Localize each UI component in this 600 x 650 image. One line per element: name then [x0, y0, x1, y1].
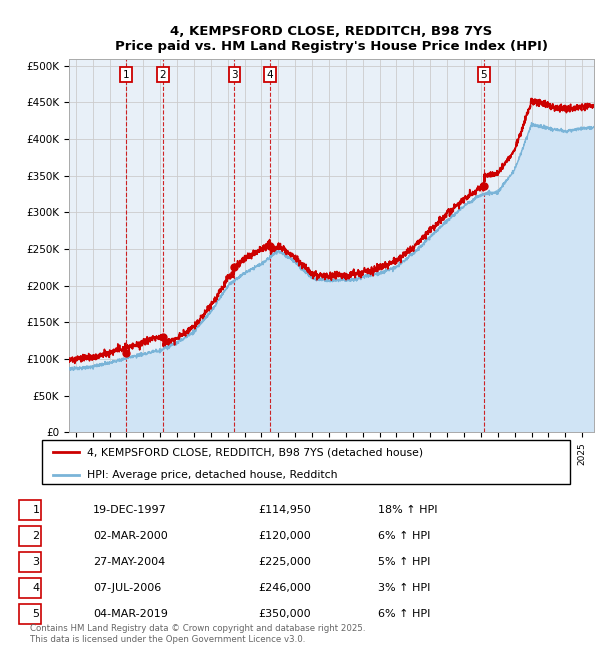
- Text: 19-DEC-1997: 19-DEC-1997: [93, 505, 167, 515]
- Text: £114,950: £114,950: [258, 505, 311, 515]
- Text: 6% ↑ HPI: 6% ↑ HPI: [378, 609, 430, 619]
- Text: 6% ↑ HPI: 6% ↑ HPI: [378, 531, 430, 541]
- Text: 1: 1: [122, 70, 129, 79]
- Text: 27-MAY-2004: 27-MAY-2004: [93, 557, 165, 567]
- Text: 3: 3: [231, 70, 238, 79]
- Text: 04-MAR-2019: 04-MAR-2019: [93, 609, 168, 619]
- Text: 3: 3: [32, 557, 40, 567]
- Text: 2: 2: [160, 70, 166, 79]
- Title: 4, KEMPSFORD CLOSE, REDDITCH, B98 7YS
Price paid vs. HM Land Registry's House Pr: 4, KEMPSFORD CLOSE, REDDITCH, B98 7YS Pr…: [115, 25, 548, 53]
- Text: 18% ↑ HPI: 18% ↑ HPI: [378, 505, 437, 515]
- Text: 2: 2: [32, 531, 40, 541]
- Text: 1: 1: [32, 505, 40, 515]
- FancyBboxPatch shape: [42, 440, 570, 484]
- Text: 02-MAR-2000: 02-MAR-2000: [93, 531, 168, 541]
- Text: 4, KEMPSFORD CLOSE, REDDITCH, B98 7YS (detached house): 4, KEMPSFORD CLOSE, REDDITCH, B98 7YS (d…: [87, 447, 423, 458]
- Text: 4: 4: [32, 583, 40, 593]
- Text: 3% ↑ HPI: 3% ↑ HPI: [378, 583, 430, 593]
- Text: 07-JUL-2006: 07-JUL-2006: [93, 583, 161, 593]
- Text: £350,000: £350,000: [258, 609, 311, 619]
- Text: £120,000: £120,000: [258, 531, 311, 541]
- Text: 5: 5: [481, 70, 487, 79]
- Text: HPI: Average price, detached house, Redditch: HPI: Average price, detached house, Redd…: [87, 469, 337, 480]
- Text: Contains HM Land Registry data © Crown copyright and database right 2025.
This d: Contains HM Land Registry data © Crown c…: [30, 624, 365, 644]
- Text: 5: 5: [32, 609, 40, 619]
- Text: 4: 4: [267, 70, 274, 79]
- Text: £225,000: £225,000: [258, 557, 311, 567]
- Text: 5% ↑ HPI: 5% ↑ HPI: [378, 557, 430, 567]
- Text: £246,000: £246,000: [258, 583, 311, 593]
